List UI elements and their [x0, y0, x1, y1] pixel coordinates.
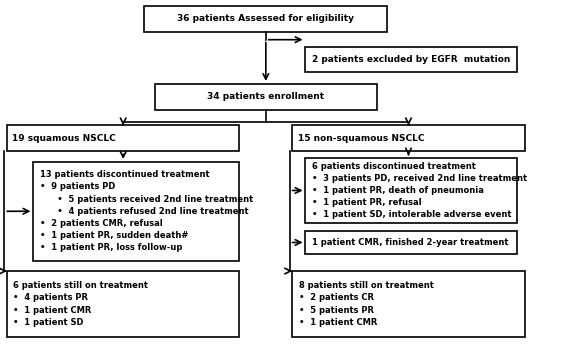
- FancyBboxPatch shape: [292, 271, 525, 337]
- Text: 2 patients excluded by EGFR  mutation: 2 patients excluded by EGFR mutation: [312, 55, 510, 64]
- FancyBboxPatch shape: [144, 6, 388, 32]
- Text: 19 squamous NSCLC: 19 squamous NSCLC: [12, 134, 116, 143]
- FancyBboxPatch shape: [7, 271, 240, 337]
- Text: 36 patients Assessed for eligibility: 36 patients Assessed for eligibility: [177, 14, 354, 23]
- Text: 34 patients enrollment: 34 patients enrollment: [207, 92, 324, 101]
- Text: 8 patients still on treatment
•  2 patients CR
•  5 patients PR
•  1 patient CMR: 8 patients still on treatment • 2 patien…: [298, 281, 433, 327]
- FancyBboxPatch shape: [33, 162, 240, 261]
- Text: 6 patients discontinued treatment
•  3 patients PD, received 2nd line treatment
: 6 patients discontinued treatment • 3 pa…: [312, 162, 527, 219]
- FancyBboxPatch shape: [155, 84, 377, 110]
- FancyBboxPatch shape: [306, 231, 517, 254]
- Text: 13 patients discontinued treatment
•  9 patients PD
      •  5 patients received: 13 patients discontinued treatment • 9 p…: [40, 170, 253, 252]
- Text: 1 patient CMR, finished 2-year treatment: 1 patient CMR, finished 2-year treatment: [312, 238, 508, 247]
- FancyBboxPatch shape: [306, 158, 517, 222]
- FancyBboxPatch shape: [7, 126, 240, 151]
- Text: 6 patients still on treatment
•  4 patients PR
•  1 patient CMR
•  1 patient SD: 6 patients still on treatment • 4 patien…: [14, 281, 148, 327]
- FancyBboxPatch shape: [292, 126, 525, 151]
- Text: 15 non-squamous NSCLC: 15 non-squamous NSCLC: [298, 134, 424, 143]
- FancyBboxPatch shape: [306, 47, 517, 72]
